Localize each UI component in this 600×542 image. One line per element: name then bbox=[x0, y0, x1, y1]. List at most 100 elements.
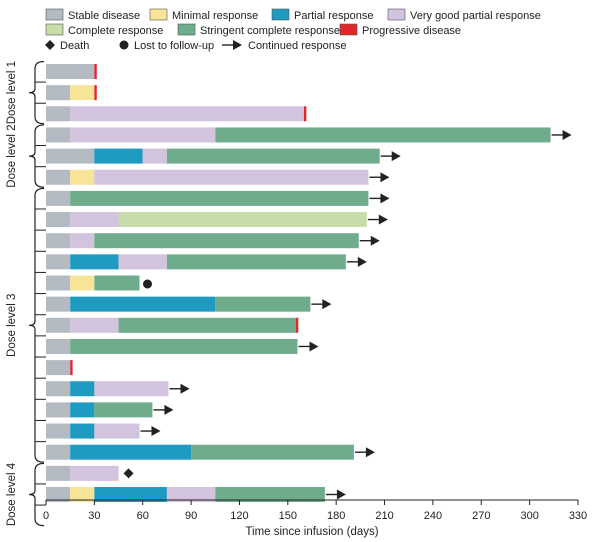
continued-response-arrow-icon bbox=[357, 256, 367, 267]
continued-response-arrow-icon bbox=[336, 489, 346, 500]
bar-segment-pr bbox=[70, 402, 95, 418]
bar-segment-sd bbox=[46, 212, 71, 228]
continued-response-arrow-icon bbox=[164, 404, 174, 415]
bar-segment-mr bbox=[70, 487, 95, 502]
legend-label-lost: Lost to follow-up bbox=[134, 40, 214, 52]
bar-segment-sd bbox=[46, 64, 95, 79]
legend-swatch-vgpr bbox=[387, 8, 406, 21]
continued-response-arrow-icon bbox=[391, 151, 401, 162]
bar-segment-sd bbox=[46, 127, 71, 143]
death-diamond-icon bbox=[123, 468, 134, 479]
bar-segment-scr bbox=[166, 254, 346, 270]
continued-response-arrow-icon bbox=[380, 172, 390, 183]
end-markers bbox=[123, 129, 572, 500]
patient-row-8 bbox=[46, 212, 367, 228]
bar-segment-vgpr bbox=[70, 465, 119, 481]
bar-segment-sd bbox=[46, 233, 71, 249]
legend-swatch-sd bbox=[45, 8, 64, 21]
bar-segment-pd bbox=[303, 106, 307, 122]
patient-row-10 bbox=[46, 254, 346, 270]
bar-segment-sd bbox=[46, 444, 71, 460]
continued-response-arrow-icon bbox=[370, 235, 380, 246]
patient-row-17 bbox=[46, 402, 153, 418]
bar-segment-cr bbox=[118, 212, 367, 228]
legend-swatch-mr bbox=[149, 8, 168, 21]
x-tick-label: 30 bbox=[88, 510, 100, 522]
bar-segment-vgpr bbox=[70, 127, 216, 143]
bar-segment-pd bbox=[94, 64, 97, 79]
bar-segment-sd bbox=[46, 254, 71, 270]
continued-response-arrow-icon bbox=[378, 214, 388, 225]
bar-segment-vgpr bbox=[70, 233, 95, 249]
legend-swatch-pd bbox=[339, 23, 358, 36]
legend-lost-circle-icon bbox=[119, 40, 129, 50]
bar-segment-sd bbox=[46, 190, 71, 206]
bar-segment-pr bbox=[70, 381, 95, 397]
patient-row-13 bbox=[46, 317, 299, 333]
bar-segment-pd bbox=[295, 317, 299, 333]
bar-segment-sd bbox=[46, 487, 71, 502]
x-tick-label: 90 bbox=[185, 510, 197, 522]
legend-label-cr: Complete response bbox=[68, 25, 163, 37]
x-tick-label: 270 bbox=[472, 510, 490, 522]
legend-death-diamond-icon bbox=[45, 40, 55, 50]
patient-row-1 bbox=[46, 64, 97, 79]
bar-segment-vgpr bbox=[70, 106, 304, 122]
bar-segment-scr bbox=[215, 487, 325, 502]
bar-segment-mr bbox=[70, 85, 95, 101]
patient-row-18 bbox=[46, 423, 140, 439]
bar-segment-sd bbox=[46, 402, 71, 418]
bar-segment-vgpr bbox=[70, 212, 119, 228]
bar-segment-scr bbox=[70, 338, 298, 354]
x-axis: 0 30 60 90 120 150 180 210 240 270 300 330 bbox=[43, 499, 587, 522]
x-tick-label: 120 bbox=[230, 510, 248, 522]
dose-level-label-2: Dose level 2 bbox=[6, 124, 18, 187]
x-tick-label: 300 bbox=[520, 510, 538, 522]
bar-segment-sd bbox=[46, 85, 71, 101]
bar-segment-scr bbox=[94, 402, 153, 418]
bar-segment-vgpr bbox=[118, 254, 167, 270]
bar-segment-pd bbox=[94, 85, 97, 101]
patient-row-2 bbox=[46, 85, 97, 101]
bar-segment-pr bbox=[70, 444, 192, 460]
bar-segment-scr bbox=[166, 148, 380, 164]
legend-label-mr: Minimal response bbox=[172, 10, 258, 22]
bar-segment-sd bbox=[46, 275, 71, 291]
legend-label-death: Death bbox=[60, 40, 89, 52]
legend-swatch-scr bbox=[177, 23, 196, 36]
x-tick-label: 180 bbox=[327, 510, 345, 522]
continued-response-arrow-icon bbox=[309, 341, 319, 352]
continued-response-arrow-icon bbox=[562, 129, 572, 140]
dose-level-label-4: Dose level 4 bbox=[6, 462, 18, 526]
patient-row-11 bbox=[46, 275, 140, 291]
continued-response-arrow-icon bbox=[380, 193, 390, 204]
legend-label-cont: Continued response bbox=[248, 40, 346, 52]
bar-segment-sd bbox=[46, 169, 71, 185]
bar-segment-scr bbox=[215, 127, 551, 143]
dose-bracket-3 bbox=[28, 187, 45, 463]
dose-bracket-4 bbox=[28, 462, 45, 527]
continued-response-arrow-icon bbox=[151, 426, 161, 437]
bar-segment-scr bbox=[94, 233, 359, 249]
bar-segment-vgpr bbox=[70, 317, 119, 333]
bar-segment-scr bbox=[215, 296, 311, 312]
x-tick-label: 210 bbox=[375, 510, 393, 522]
lost-to-follow-up-icon bbox=[143, 279, 153, 289]
bar-segment-sd bbox=[46, 465, 71, 481]
patient-row-19 bbox=[46, 444, 354, 460]
patient-row-7 bbox=[46, 190, 369, 206]
bar-segment-mr bbox=[70, 275, 95, 291]
patient-row-16 bbox=[46, 381, 169, 397]
bar-segment-pr bbox=[94, 148, 143, 164]
patient-row-15 bbox=[46, 360, 73, 376]
continued-response-arrow-icon bbox=[322, 299, 332, 310]
bar-segment-scr bbox=[70, 190, 369, 206]
continued-response-arrow-icon bbox=[180, 383, 190, 394]
bar-segment-sd bbox=[46, 317, 71, 333]
dose-level-label-3: Dose level 3 bbox=[6, 294, 18, 357]
patient-bars bbox=[46, 64, 551, 502]
bar-segment-sd bbox=[46, 338, 71, 354]
bar-segment-sd bbox=[46, 296, 71, 312]
legend-swatch-cr bbox=[45, 23, 64, 36]
